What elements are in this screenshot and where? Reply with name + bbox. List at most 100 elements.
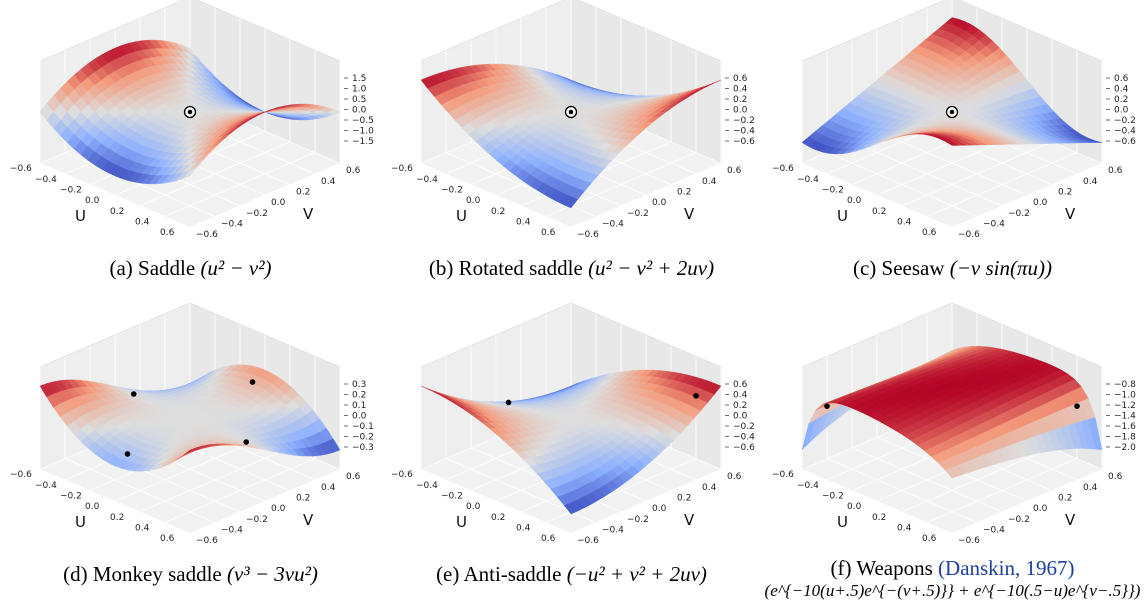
caption-formula: (u² − v² + 2uv) [588,256,715,280]
u-tick-label: 0.2 [491,207,505,217]
z-tick-label: 0.6 [733,74,748,84]
surface-facet [944,467,960,479]
z-tick-label: −1.0 [352,127,374,137]
caption-c: (c) Seesaw (−v sin(πu)) [762,256,1143,281]
v-tick-label: 0.6 [727,166,742,176]
u-axis-label: U [75,513,86,531]
u-tick-label: 0.4 [135,524,150,534]
v-tick-label: −0.6 [958,230,980,240]
u-tick-label: −0.6 [10,470,32,480]
caption-label: (b) Rotated saddle [428,256,589,280]
v-tick-label: 0.4 [321,483,336,493]
surface-facet [563,196,579,209]
surface-plot-a: 1.51.00.50.0−0.5−1.0−1.5−0.6−0.4−0.20.00… [10,0,374,240]
z-tick-label: 0.2 [733,95,747,105]
v-axis-label: V [684,511,695,529]
u-tick-label: 0.4 [516,524,531,534]
critical-point-marker [824,403,830,409]
v-tick-label: 0.4 [702,177,717,187]
u-tick-label: −0.6 [772,164,794,174]
panel-c: 0.6 0.4 0.2 0.0 −0.2 −0.4 −0.6 −0.6 −0.4 −0.2 0.0 0… [762,0,1143,306]
v-tick-label: 0.2 [296,188,310,198]
z-tick-label: 0.3 [352,380,366,390]
z-tick-label: 0.4 [733,391,748,401]
v-tick-label: 0.4 [1083,483,1098,493]
surface-mesh-a [39,39,341,185]
u-tick-label: 0.2 [872,513,886,523]
u-tick-label: −0.4 [35,175,57,185]
v-tick-label: −0.2 [1008,209,1030,219]
u-axis-label: U [456,513,467,531]
v-axis-label: V [1065,205,1076,223]
critical-point-marker [505,399,512,406]
z-tick-label: −0.5 [352,116,374,126]
surface-facet [182,167,198,180]
panel-b: 0.6 0.4 0.2 0.0 −0.2 −0.4 −0.6 −0.6 −0.4 −0.2 0.0 0… [381,0,762,306]
z-tick-label: 0.0 [1114,106,1129,116]
caption-formula: (−u² + v² + 2uv) [566,562,707,586]
z-tick-label: −0.1 [352,422,374,432]
v-tick-label: 0.0 [271,198,286,208]
z-tick-label: 1.0 [352,85,367,95]
surface-plot-f: −0.8−1.0−1.2−1.4−1.6−1.8−2.0−0.6−0.4−0.2… [772,302,1136,546]
v-tick-label: −0.2 [627,515,649,525]
u-tick-label: 0.4 [516,218,531,228]
u-tick-label: 0.0 [466,196,481,206]
u-tick-label: 0.4 [897,218,912,228]
z-tick-label: 1.5 [352,74,366,84]
critical-point-marker [693,392,699,399]
caption-citation-link[interactable]: (Danskin, 1967) [938,556,1075,580]
u-tick-label: −0.2 [441,492,463,502]
v-axis-label: V [684,205,695,223]
panel-e: 0.6 0.4 0.2 0.0 −0.2 −0.4 −0.6 −0.6 −0.4 −0.2 0.0 0… [381,302,762,612]
u-tick-label: 0.6 [160,228,175,238]
caption-b: (b) Rotated saddle (u² − v² + 2uv) [381,256,762,281]
v-tick-label: 0.2 [677,494,691,504]
v-tick-label: 0.2 [677,188,691,198]
u-tick-label: −0.2 [822,492,844,502]
z-tick-label: 0.2 [733,401,747,411]
z-tick-label: 0.0 [352,412,367,422]
z-tick-label: 0.0 [733,106,748,116]
z-tick-label: −0.6 [733,443,755,453]
z-tick-label: −0.2 [733,116,755,126]
u-tick-label: 0.4 [135,218,150,228]
z-tick-label: −0.8 [1114,380,1136,390]
v-tick-label: −0.6 [196,230,218,240]
v-tick-label: 0.4 [702,483,717,493]
surface-facet [563,502,579,515]
u-tick-label: −0.2 [441,186,463,196]
z-tick-label: −0.6 [733,137,755,147]
critical-point-marker [1074,403,1080,409]
v-tick-label: 0.0 [652,504,667,514]
z-tick-label: −0.2 [352,433,374,443]
surface-plot-e: 0.60.40.20.0−0.2−0.4−0.6−0.6−0.4−0.20.00… [391,302,755,546]
caption-label: (d) Monkey saddle [63,562,227,586]
caption-label: (c) Seesaw [852,256,950,280]
v-tick-label: −0.4 [221,526,243,536]
surface-facet [944,141,960,146]
panel-a: 1.5 1.0 0.5 0.0 −0.5 −1.0 −1.5 −0.6 −0.4 −0.2 0.0 0… [0,0,381,306]
z-tick-label: −1.6 [1114,422,1136,432]
caption-label: (f) Weapons [830,556,939,580]
u-tick-label: −0.4 [35,481,57,491]
critical-point-marker [130,391,137,397]
v-tick-label: 0.4 [1083,177,1098,187]
v-tick-label: 0.6 [1108,166,1123,176]
surface-mesh-e [420,369,722,515]
v-tick-label: −0.4 [221,220,243,230]
u-tick-label: −0.2 [60,186,82,196]
v-tick-label: 0.6 [346,166,361,176]
caption-e: (e) Anti-saddle (−u² + v² + 2uv) [381,562,762,587]
v-tick-label: 0.6 [346,472,361,482]
z-tick-label: 0.2 [1114,95,1128,105]
z-tick-label: −0.4 [733,433,755,443]
u-tick-label: −0.2 [60,492,82,502]
v-tick-label: 0.0 [1033,504,1048,514]
v-axis-label: V [303,205,314,223]
z-tick-label: −1.5 [352,137,374,147]
v-tick-label: −0.4 [602,526,624,536]
critical-point-marker [243,439,250,445]
u-tick-label: 0.2 [110,513,124,523]
caption-formula: (v³ − 3vu²) [227,562,318,586]
